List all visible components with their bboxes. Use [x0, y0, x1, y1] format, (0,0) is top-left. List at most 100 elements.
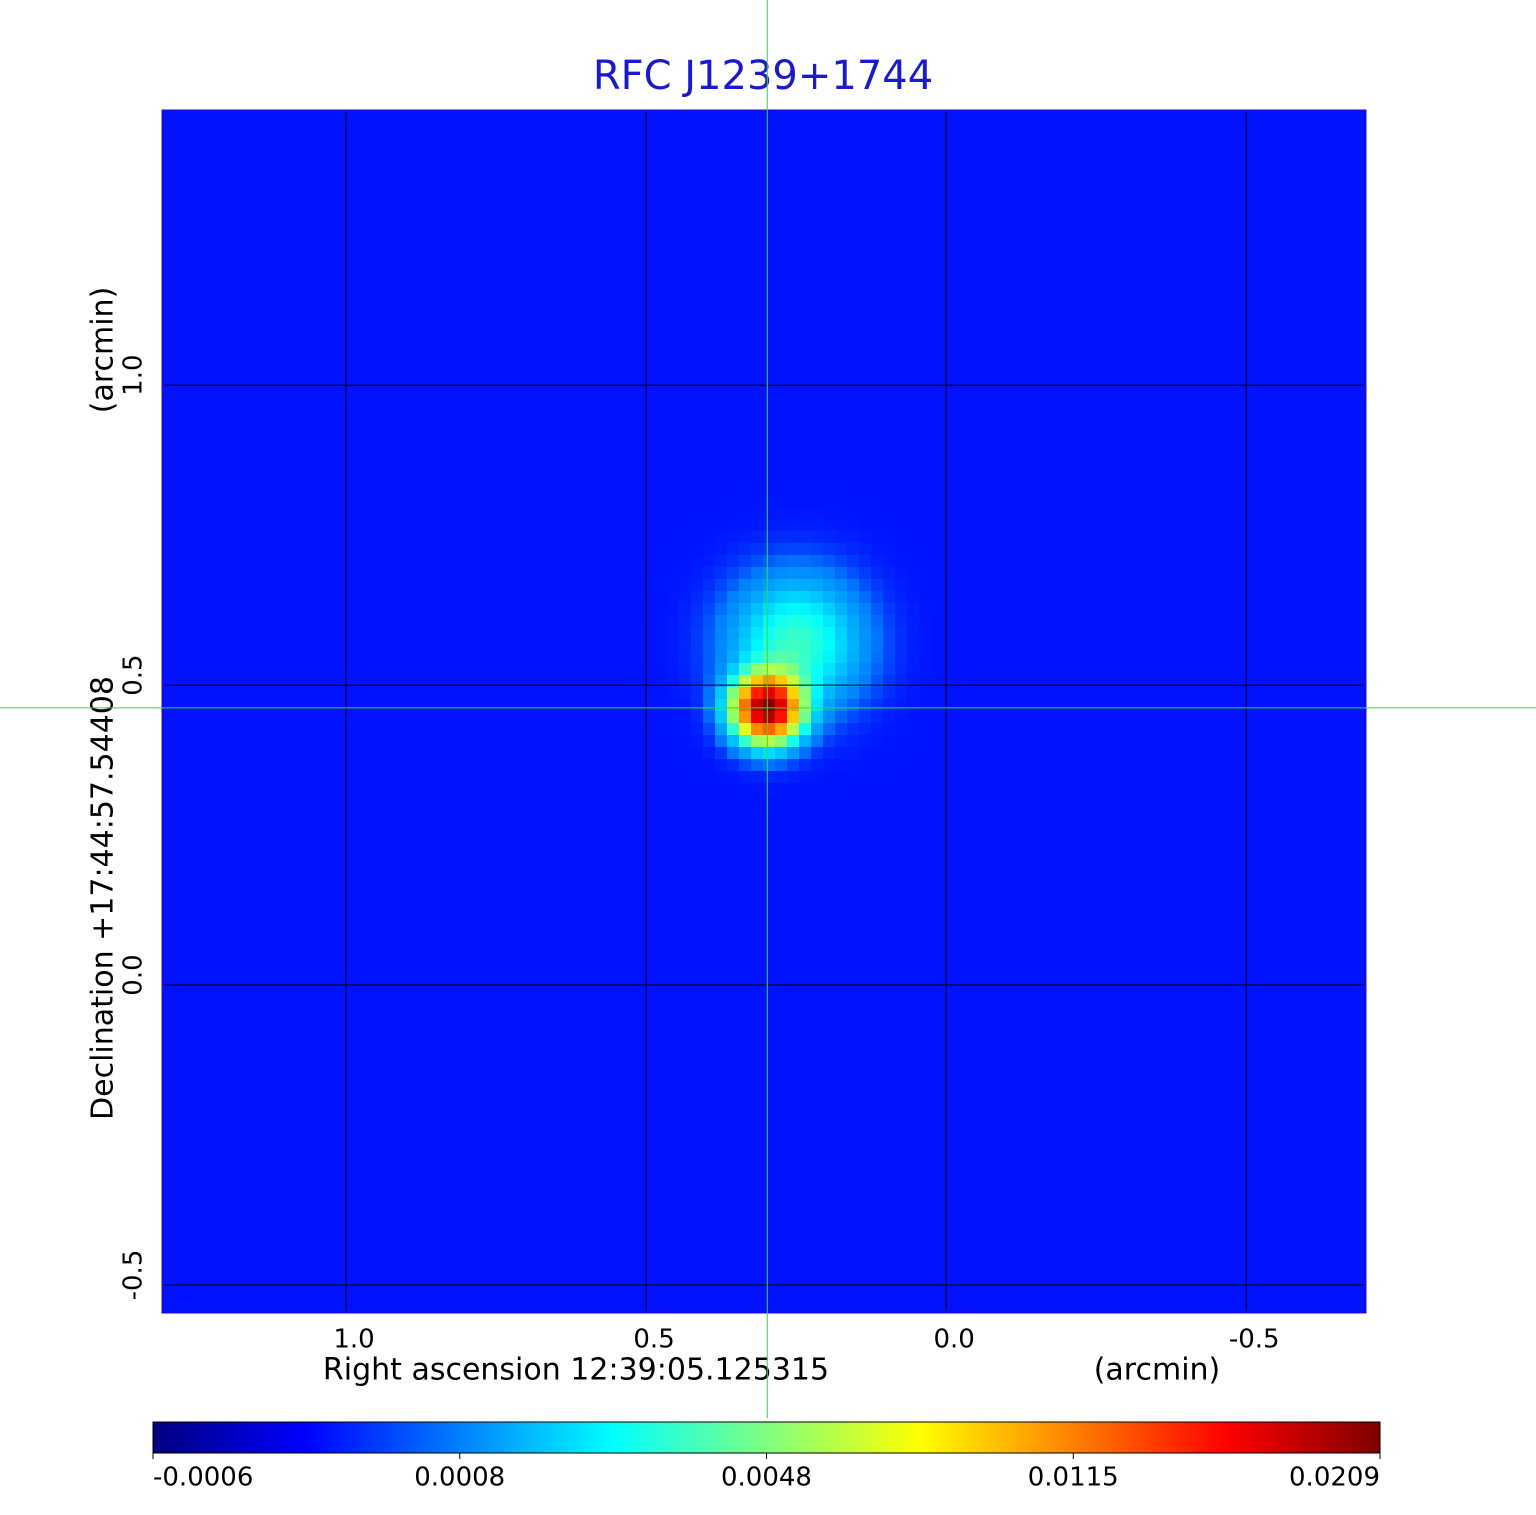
pixel [679, 543, 692, 556]
pixel [883, 759, 896, 772]
pixel [883, 699, 896, 712]
pixel [895, 567, 908, 580]
pixel [895, 615, 908, 628]
pixel [787, 699, 800, 712]
pixel [763, 651, 776, 664]
pixel [703, 531, 716, 544]
pixel [955, 627, 968, 640]
pixel [727, 675, 740, 688]
pixel [643, 711, 656, 724]
pixel [799, 555, 812, 568]
pixel [727, 699, 740, 712]
pixel [907, 735, 920, 748]
pixel [739, 723, 752, 736]
pixel [739, 555, 752, 568]
pixel [715, 699, 728, 712]
pixel [787, 675, 800, 688]
x-axis-label: Right ascension 12:39:05.125315 [323, 1353, 829, 1388]
pixel [703, 543, 716, 556]
pixel [739, 507, 752, 520]
pixel [751, 519, 764, 532]
pixel [703, 495, 716, 508]
pixel [871, 723, 884, 736]
pixel [955, 615, 968, 628]
pixel [655, 675, 668, 688]
pixel [895, 723, 908, 736]
pixel [931, 675, 944, 688]
pixel [871, 747, 884, 760]
pixel [775, 795, 788, 808]
pixel [895, 699, 908, 712]
pixel [859, 591, 872, 604]
x-tick-label: 0.5 [633, 1325, 674, 1355]
pixel [631, 591, 644, 604]
pixel [895, 519, 908, 532]
pixel [835, 567, 848, 580]
pixel [667, 711, 680, 724]
pixel [691, 663, 704, 676]
pixel [811, 699, 824, 712]
pixel [775, 567, 788, 580]
pixel [835, 651, 848, 664]
pixel [931, 615, 944, 628]
pixel [799, 495, 812, 508]
pixel [919, 615, 932, 628]
pixel [931, 711, 944, 724]
pixel [751, 723, 764, 736]
pixel [655, 711, 668, 724]
pixel [799, 471, 812, 484]
pixel [703, 699, 716, 712]
pixel [655, 543, 668, 556]
pixel [835, 747, 848, 760]
pixel [943, 687, 956, 700]
pixel [691, 759, 704, 772]
pixel [811, 663, 824, 676]
pixel [679, 639, 692, 652]
pixel [835, 735, 848, 748]
pixel [763, 711, 776, 724]
pixel [631, 639, 644, 652]
pixel [895, 543, 908, 556]
pixel [871, 639, 884, 652]
pixel [655, 615, 668, 628]
pixel [811, 495, 824, 508]
pixel [859, 603, 872, 616]
pixel [907, 603, 920, 616]
pixel [811, 603, 824, 616]
pixel [811, 747, 824, 760]
pixel [799, 699, 812, 712]
pixel [667, 723, 680, 736]
pixel [715, 591, 728, 604]
pixel [943, 627, 956, 640]
pixel [727, 783, 740, 796]
pixel [847, 555, 860, 568]
pixel [943, 651, 956, 664]
pixel [883, 507, 896, 520]
pixel [931, 723, 944, 736]
pixel [811, 483, 824, 496]
pixel [775, 783, 788, 796]
pixel [859, 495, 872, 508]
pixel [847, 699, 860, 712]
pixel [667, 567, 680, 580]
pixel [895, 639, 908, 652]
pixel [667, 615, 680, 628]
pixel [667, 591, 680, 604]
pixel [751, 735, 764, 748]
pixel [691, 711, 704, 724]
pixel [763, 591, 776, 604]
pixel [823, 651, 836, 664]
pixel [895, 555, 908, 568]
pixel [883, 567, 896, 580]
pixel [751, 759, 764, 772]
pixel [883, 639, 896, 652]
pixel [703, 711, 716, 724]
pixel [823, 675, 836, 688]
pixel [751, 699, 764, 712]
pixel [907, 747, 920, 760]
pixel [775, 699, 788, 712]
pixel [811, 795, 824, 808]
pixel [715, 747, 728, 760]
pixel [631, 687, 644, 700]
pixel [751, 771, 764, 784]
